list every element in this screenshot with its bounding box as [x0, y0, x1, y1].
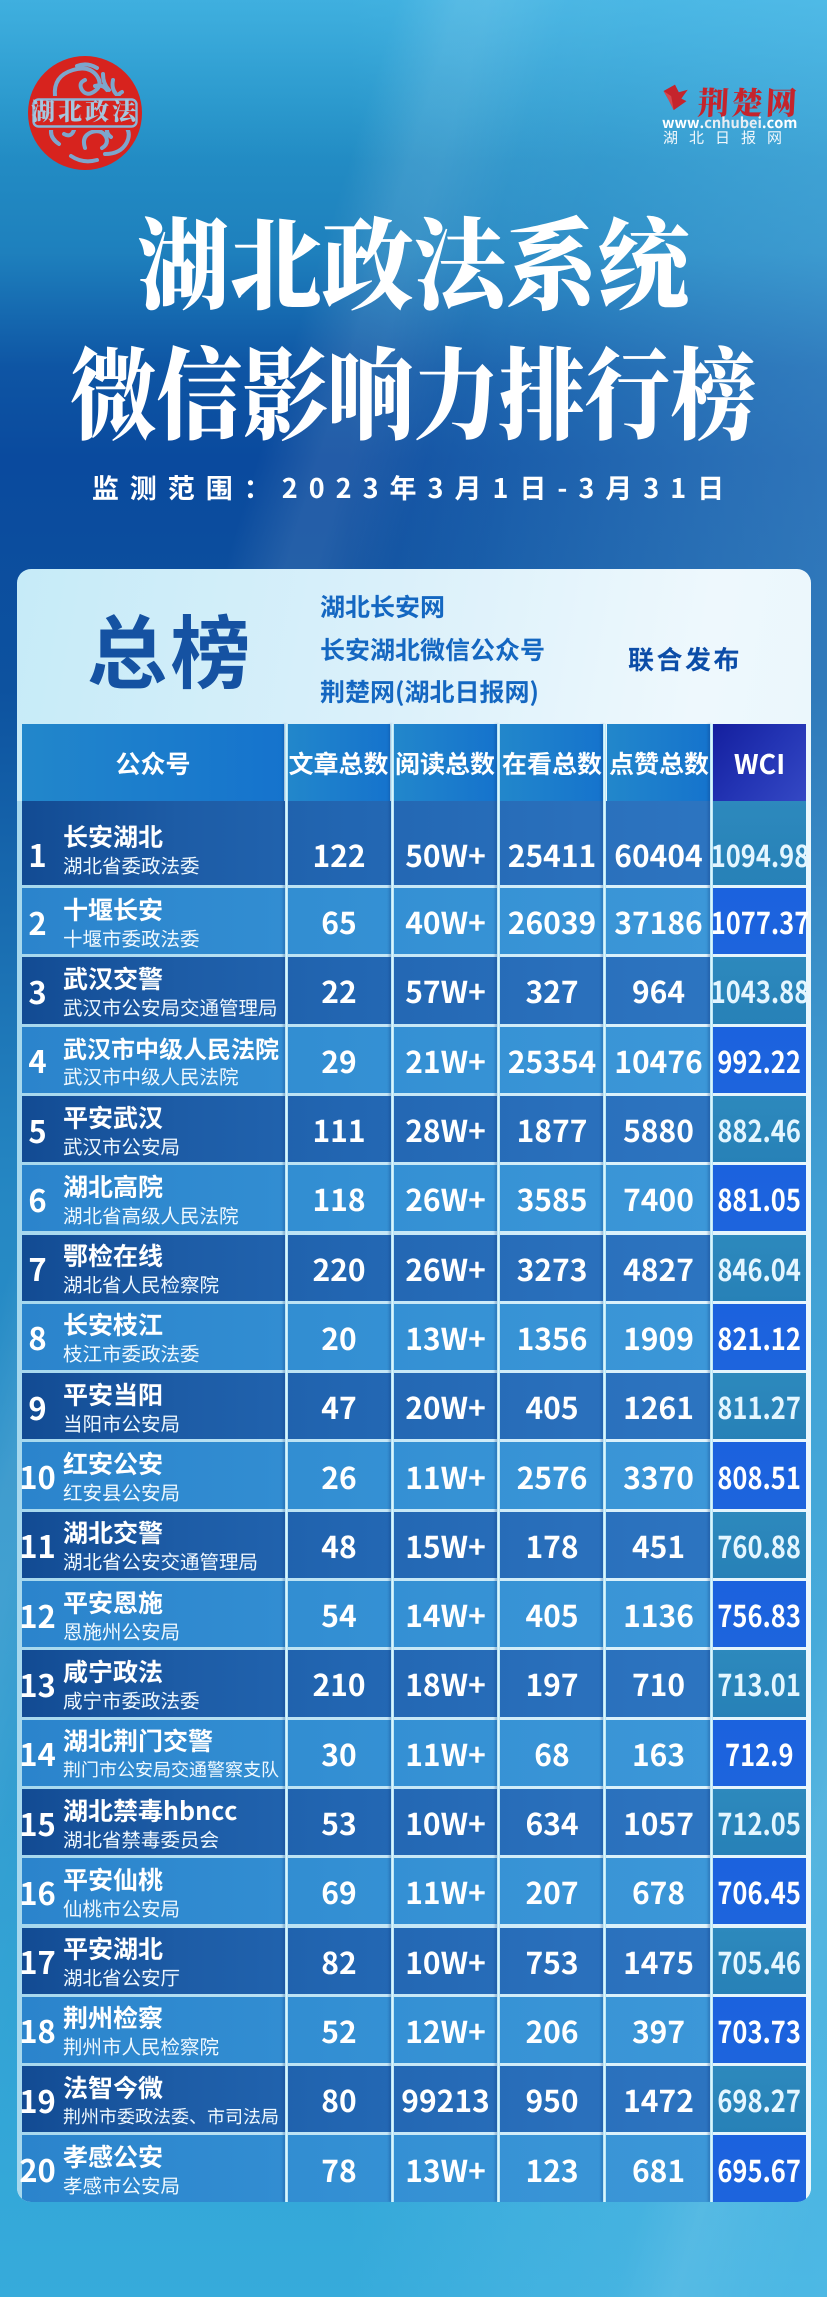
svg-text:湖北政法: 湖北政法 — [31, 92, 139, 127]
